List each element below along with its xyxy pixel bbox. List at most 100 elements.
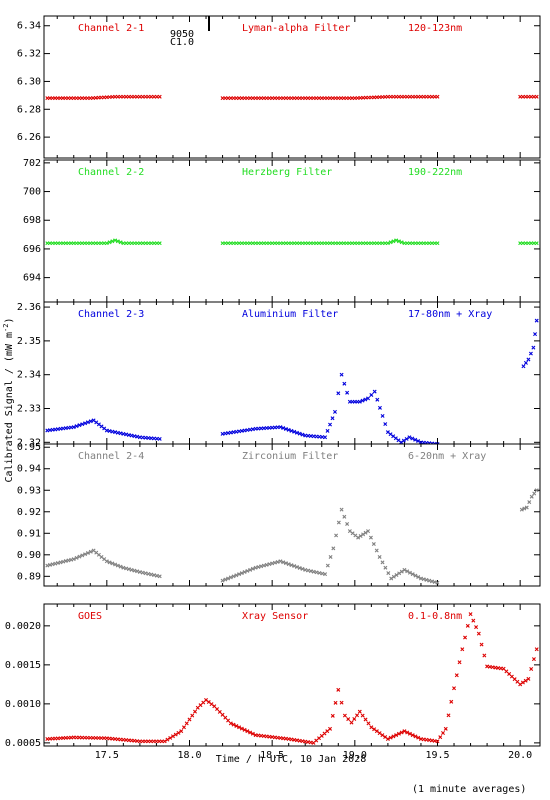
x-tick-label: 19.5 — [425, 750, 449, 761]
data-point — [113, 238, 118, 243]
data-point — [435, 442, 440, 444]
data-point — [323, 572, 328, 577]
filter-label: Lyman-alpha Filter — [242, 23, 350, 34]
data-point — [435, 739, 440, 744]
y-tick-label: 694 — [23, 273, 41, 284]
data-point — [220, 578, 225, 583]
data-point — [135, 434, 140, 439]
y-tick-label: 2.33 — [17, 404, 41, 415]
data-point — [278, 559, 283, 564]
x-tick-label: 20.0 — [508, 750, 532, 761]
data-point — [124, 566, 129, 571]
data-point — [311, 569, 316, 574]
y-tick-label: 6.34 — [17, 21, 41, 32]
data-point — [526, 357, 531, 362]
data-point — [165, 737, 170, 742]
data-point — [234, 573, 239, 578]
panel-frame — [43, 159, 541, 303]
data-point — [407, 570, 412, 575]
data-point — [402, 729, 407, 734]
data-point — [250, 731, 255, 736]
data-point — [523, 360, 528, 365]
data-point — [330, 416, 335, 421]
data-point — [220, 712, 225, 717]
data-point — [83, 552, 88, 557]
panel-1: 6.26 6.28 6.30 6.32 6.34 Channel 2-1 Lyman-alp… — [17, 15, 541, 159]
data-point — [126, 567, 131, 572]
data-point — [294, 430, 299, 435]
data-point — [53, 561, 58, 566]
data-point — [383, 565, 388, 570]
data-point — [242, 570, 247, 575]
data-point — [256, 565, 261, 569]
data-point — [45, 563, 50, 568]
y-axis-label-text: Calibrated Signal / (mW m — [4, 332, 15, 483]
data-point — [129, 567, 134, 572]
data-point — [404, 436, 409, 441]
data-point — [435, 580, 440, 585]
series-points — [45, 238, 539, 246]
data-point — [369, 725, 374, 730]
y-tick-label: 0.91 — [17, 528, 41, 539]
data-point — [363, 717, 368, 722]
data-point — [223, 577, 228, 582]
data-point — [407, 731, 412, 736]
filter-label: Aluminium Filter — [242, 309, 338, 320]
data-point — [504, 669, 509, 674]
data-point — [366, 529, 371, 534]
y-tick-label: 0.0010 — [5, 699, 41, 710]
y-tick-label: 6.28 — [17, 104, 41, 115]
data-point — [407, 435, 412, 440]
data-point — [339, 372, 344, 377]
data-point — [357, 399, 362, 404]
data-point — [294, 565, 299, 569]
data-point — [356, 535, 361, 540]
data-point — [332, 409, 337, 414]
data-point — [405, 730, 410, 735]
data-point — [110, 561, 115, 566]
data-point — [320, 571, 325, 576]
data-point — [121, 431, 126, 436]
data-point — [421, 577, 426, 582]
chart-panels: 6.26 6.28 6.30 6.32 6.34 Channel 2-1 Lyman-alp… — [5, 15, 541, 749]
y-tick-label: 0.92 — [17, 507, 41, 518]
data-point — [345, 390, 350, 395]
data-point — [187, 717, 192, 722]
data-point — [300, 566, 305, 571]
data-point — [113, 430, 118, 435]
panel-frame — [43, 443, 541, 587]
data-point — [452, 686, 457, 691]
data-point — [454, 673, 459, 678]
data-point — [289, 563, 294, 568]
data-point — [465, 623, 470, 628]
panel-4: 0.89 0.90 0.91 0.92 0.93 0.94 0.95 Channel 2-4 Z… — [17, 442, 541, 587]
data-point — [77, 554, 82, 559]
data-point — [85, 420, 90, 425]
data-point — [179, 729, 184, 734]
data-point — [306, 568, 311, 573]
data-point — [330, 713, 335, 718]
channel-label: Channel 2-1 — [78, 23, 144, 34]
data-point — [190, 713, 195, 718]
data-point — [83, 421, 88, 426]
data-point — [363, 397, 368, 402]
data-point — [58, 560, 63, 565]
data-point — [231, 574, 236, 579]
data-point — [88, 549, 93, 554]
data-point — [401, 438, 406, 443]
channel-label: Channel 2-4 — [78, 451, 144, 462]
y-tick-label: 2.35 — [17, 336, 41, 347]
panel-5: 0.0005 0.0010 0.0015 0.0020 GOES Xray Sensor 0… — [5, 603, 541, 749]
data-point — [80, 553, 85, 558]
y-tick-label: 2.34 — [17, 370, 41, 381]
data-point — [520, 680, 525, 685]
data-point — [228, 721, 233, 726]
data-point — [74, 555, 79, 560]
data-point — [152, 573, 157, 578]
data-point — [237, 572, 242, 577]
data-point — [429, 579, 434, 584]
data-point — [71, 557, 76, 562]
data-point — [71, 425, 76, 430]
data-point — [521, 364, 526, 369]
x-tick-label: 17.5 — [95, 750, 119, 761]
